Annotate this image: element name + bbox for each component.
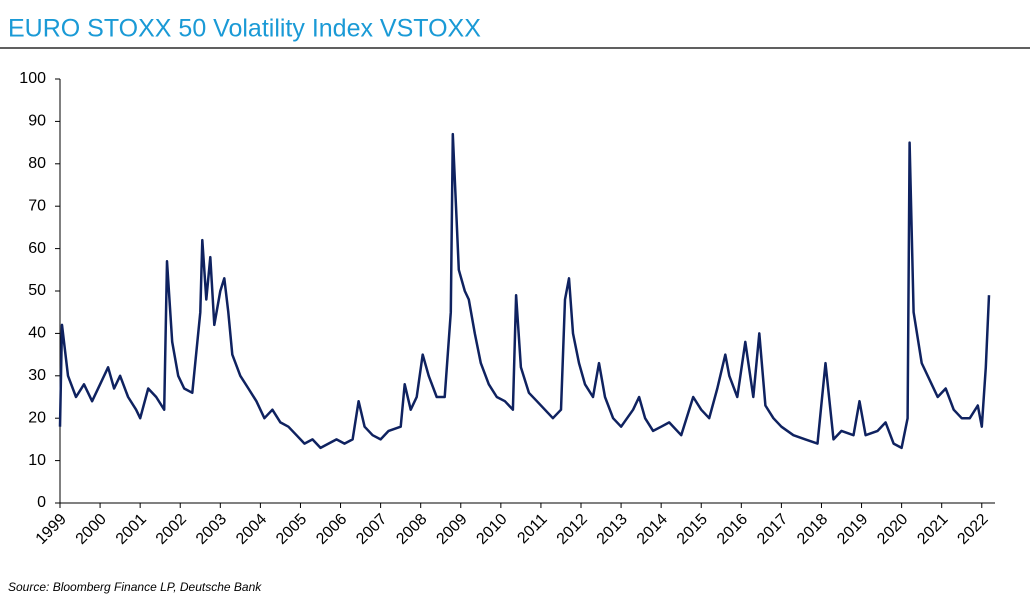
x-tick-label: 2011 bbox=[514, 511, 550, 547]
x-tick-label: 2008 bbox=[393, 511, 430, 548]
x-tick-label: 2019 bbox=[834, 511, 871, 548]
x-tick-label: 2004 bbox=[233, 511, 270, 548]
x-tick-label: 2021 bbox=[914, 511, 951, 548]
source-note: Source: Bloomberg Finance LP, Deutsche B… bbox=[8, 580, 262, 594]
x-tick-label: 2012 bbox=[554, 511, 591, 548]
x-tick-label: 2018 bbox=[794, 511, 831, 548]
x-tick-label: 2016 bbox=[714, 511, 751, 548]
x-tick-label: 2015 bbox=[674, 511, 711, 548]
chart-title: EURO STOXX 50 Volatility Index VSTOXX bbox=[8, 15, 481, 43]
y-tick-label: 90 bbox=[28, 113, 46, 130]
x-tick-label: 2000 bbox=[73, 511, 110, 548]
y-tick-label: 10 bbox=[28, 452, 46, 469]
y-tick-label: 50 bbox=[28, 282, 46, 299]
y-tick-label: 0 bbox=[37, 494, 46, 511]
y-tick-label: 30 bbox=[28, 367, 46, 384]
y-tick-label: 60 bbox=[28, 240, 46, 257]
x-tick-label: 2005 bbox=[273, 511, 310, 548]
x-tick-label: 2020 bbox=[874, 511, 911, 548]
x-tick-label: 2003 bbox=[193, 511, 230, 548]
x-tick-label: 2007 bbox=[353, 511, 390, 548]
x-tick-label: 1999 bbox=[33, 511, 70, 548]
x-tick-label: 2022 bbox=[954, 511, 991, 548]
x-tick-label: 2017 bbox=[754, 511, 791, 548]
x-tick-label: 2006 bbox=[313, 511, 350, 548]
x-tick-label: 2010 bbox=[473, 511, 510, 548]
x-tick-label: 2014 bbox=[634, 511, 671, 548]
x-tick-label: 2001 bbox=[113, 511, 150, 548]
x-tick-label: 2013 bbox=[594, 511, 631, 548]
y-tick-label: 70 bbox=[28, 197, 46, 214]
y-tick-label: 40 bbox=[28, 325, 46, 342]
x-tick-label: 2009 bbox=[433, 511, 470, 548]
y-tick-label: 20 bbox=[28, 409, 46, 426]
y-tick-label: 80 bbox=[28, 155, 46, 172]
y-tick-label: 100 bbox=[19, 70, 46, 87]
x-tick-label: 2002 bbox=[153, 511, 190, 548]
series-line bbox=[58, 132, 991, 450]
